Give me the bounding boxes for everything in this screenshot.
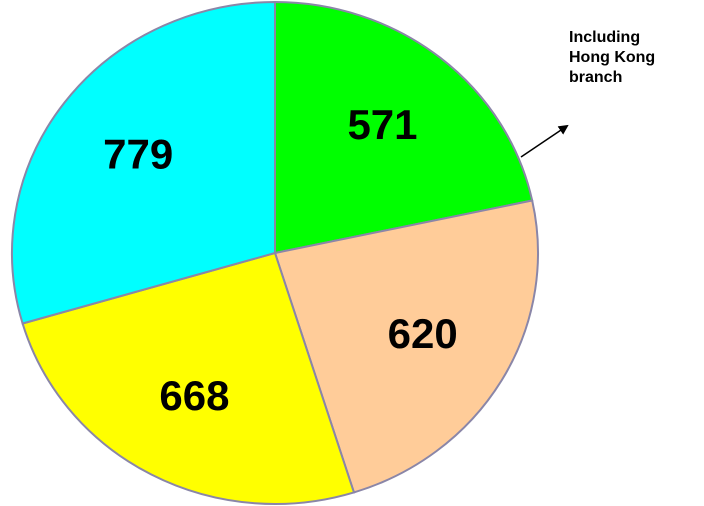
data-label: 779 <box>103 130 173 177</box>
annotation-arrow <box>520 124 569 158</box>
data-label: 620 <box>388 310 458 357</box>
data-label: 668 <box>159 372 229 419</box>
pie-slice <box>273 199 539 494</box>
data-label: 571 <box>347 101 417 148</box>
pie-slice <box>274 0 534 255</box>
pie-slice <box>21 251 356 505</box>
annotation: Including Hong Kong branch <box>569 29 656 86</box>
pie-slice <box>11 0 276 325</box>
